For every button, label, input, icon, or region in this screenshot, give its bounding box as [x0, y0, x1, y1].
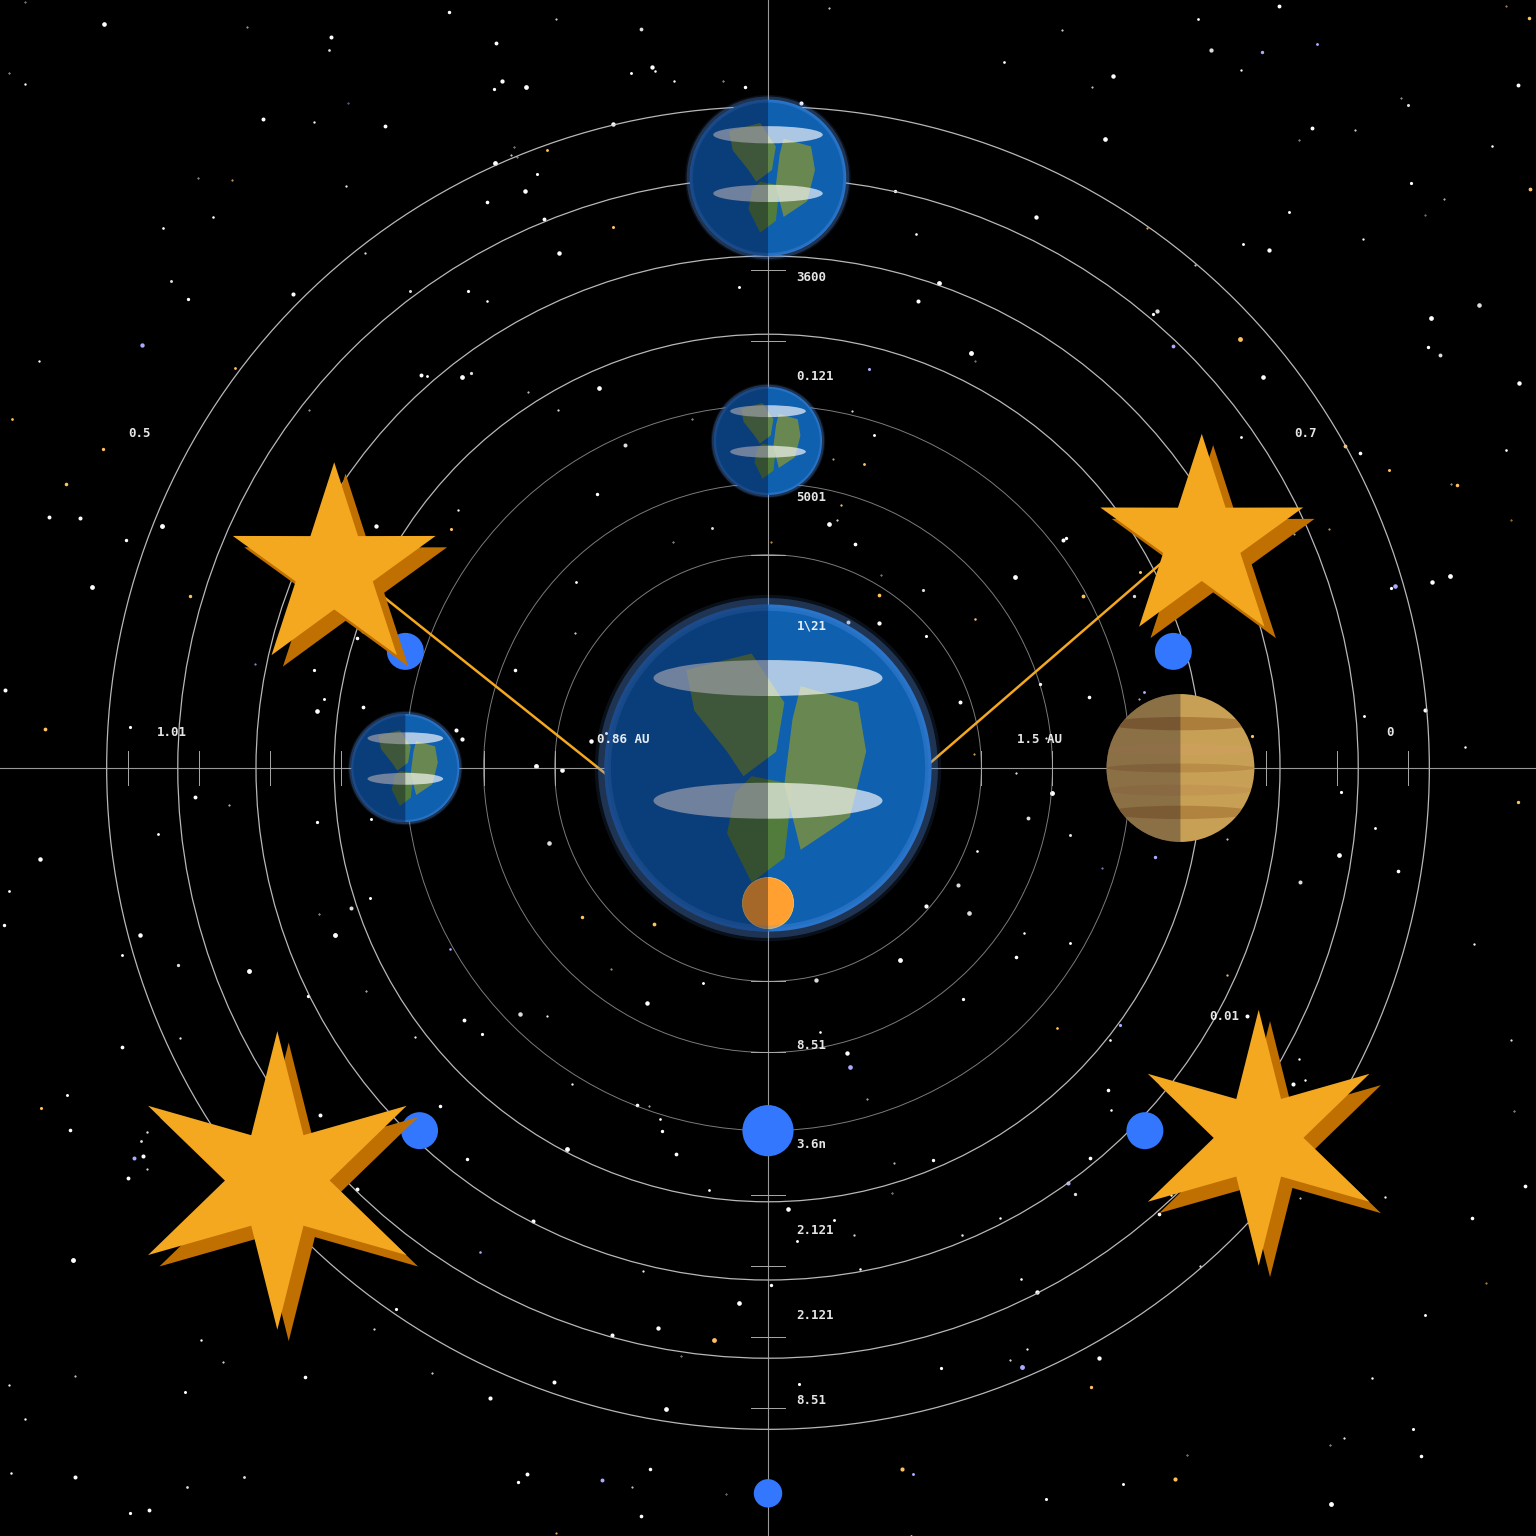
- Ellipse shape: [730, 445, 806, 458]
- Text: 8.51: 8.51: [797, 1038, 826, 1052]
- Text: 8.51: 8.51: [797, 1395, 826, 1407]
- Text: 1\21: 1\21: [797, 619, 826, 633]
- Ellipse shape: [713, 126, 823, 143]
- Wedge shape: [605, 605, 768, 931]
- Polygon shape: [1160, 1021, 1381, 1276]
- Polygon shape: [748, 181, 780, 232]
- Ellipse shape: [367, 773, 444, 785]
- Circle shape: [690, 100, 846, 257]
- Text: 0.121: 0.121: [797, 370, 834, 384]
- Polygon shape: [244, 473, 447, 667]
- Polygon shape: [1100, 433, 1303, 627]
- Circle shape: [1106, 694, 1255, 842]
- Ellipse shape: [653, 660, 883, 696]
- Polygon shape: [687, 653, 785, 776]
- Polygon shape: [392, 771, 413, 806]
- Text: 2.121: 2.121: [797, 1224, 834, 1236]
- Polygon shape: [727, 776, 793, 883]
- Text: 3600: 3600: [797, 270, 826, 284]
- Circle shape: [352, 714, 459, 822]
- Polygon shape: [1112, 445, 1315, 637]
- Text: 3.6n: 3.6n: [797, 1138, 826, 1152]
- Polygon shape: [776, 138, 816, 217]
- Ellipse shape: [653, 783, 883, 819]
- Text: 1.5 AU: 1.5 AU: [1017, 733, 1061, 746]
- Ellipse shape: [367, 733, 444, 745]
- Text: 0: 0: [1387, 727, 1395, 739]
- Ellipse shape: [1106, 806, 1255, 819]
- Text: 2.121: 2.121: [797, 1309, 834, 1322]
- Wedge shape: [714, 387, 768, 495]
- Ellipse shape: [713, 184, 823, 203]
- Polygon shape: [147, 1031, 407, 1330]
- Circle shape: [401, 1112, 438, 1149]
- Circle shape: [605, 605, 931, 931]
- Circle shape: [742, 1104, 794, 1157]
- Polygon shape: [233, 462, 436, 656]
- Text: 0.7: 0.7: [1295, 427, 1316, 441]
- Text: 0.01: 0.01: [1209, 1011, 1240, 1023]
- Polygon shape: [754, 444, 776, 479]
- Polygon shape: [730, 123, 776, 181]
- Polygon shape: [1147, 1009, 1370, 1266]
- Polygon shape: [410, 740, 438, 796]
- Wedge shape: [1106, 694, 1181, 842]
- Ellipse shape: [1106, 785, 1255, 796]
- Ellipse shape: [1106, 743, 1255, 756]
- Text: 0.5: 0.5: [127, 427, 151, 441]
- Text: 1.01: 1.01: [157, 727, 186, 739]
- Ellipse shape: [730, 406, 806, 418]
- Ellipse shape: [1106, 763, 1255, 773]
- Polygon shape: [378, 730, 410, 771]
- Polygon shape: [160, 1043, 418, 1341]
- Text: 5001: 5001: [797, 492, 826, 504]
- Wedge shape: [690, 100, 768, 257]
- Circle shape: [742, 877, 794, 929]
- Wedge shape: [352, 714, 406, 822]
- Circle shape: [714, 387, 822, 495]
- Text: 0.86 AU: 0.86 AU: [598, 733, 650, 746]
- Circle shape: [1126, 1112, 1163, 1149]
- Circle shape: [387, 633, 424, 670]
- Polygon shape: [740, 402, 774, 444]
- Ellipse shape: [1106, 717, 1255, 730]
- Circle shape: [754, 1479, 782, 1507]
- Polygon shape: [774, 413, 800, 468]
- Circle shape: [1155, 633, 1192, 670]
- Polygon shape: [785, 687, 866, 849]
